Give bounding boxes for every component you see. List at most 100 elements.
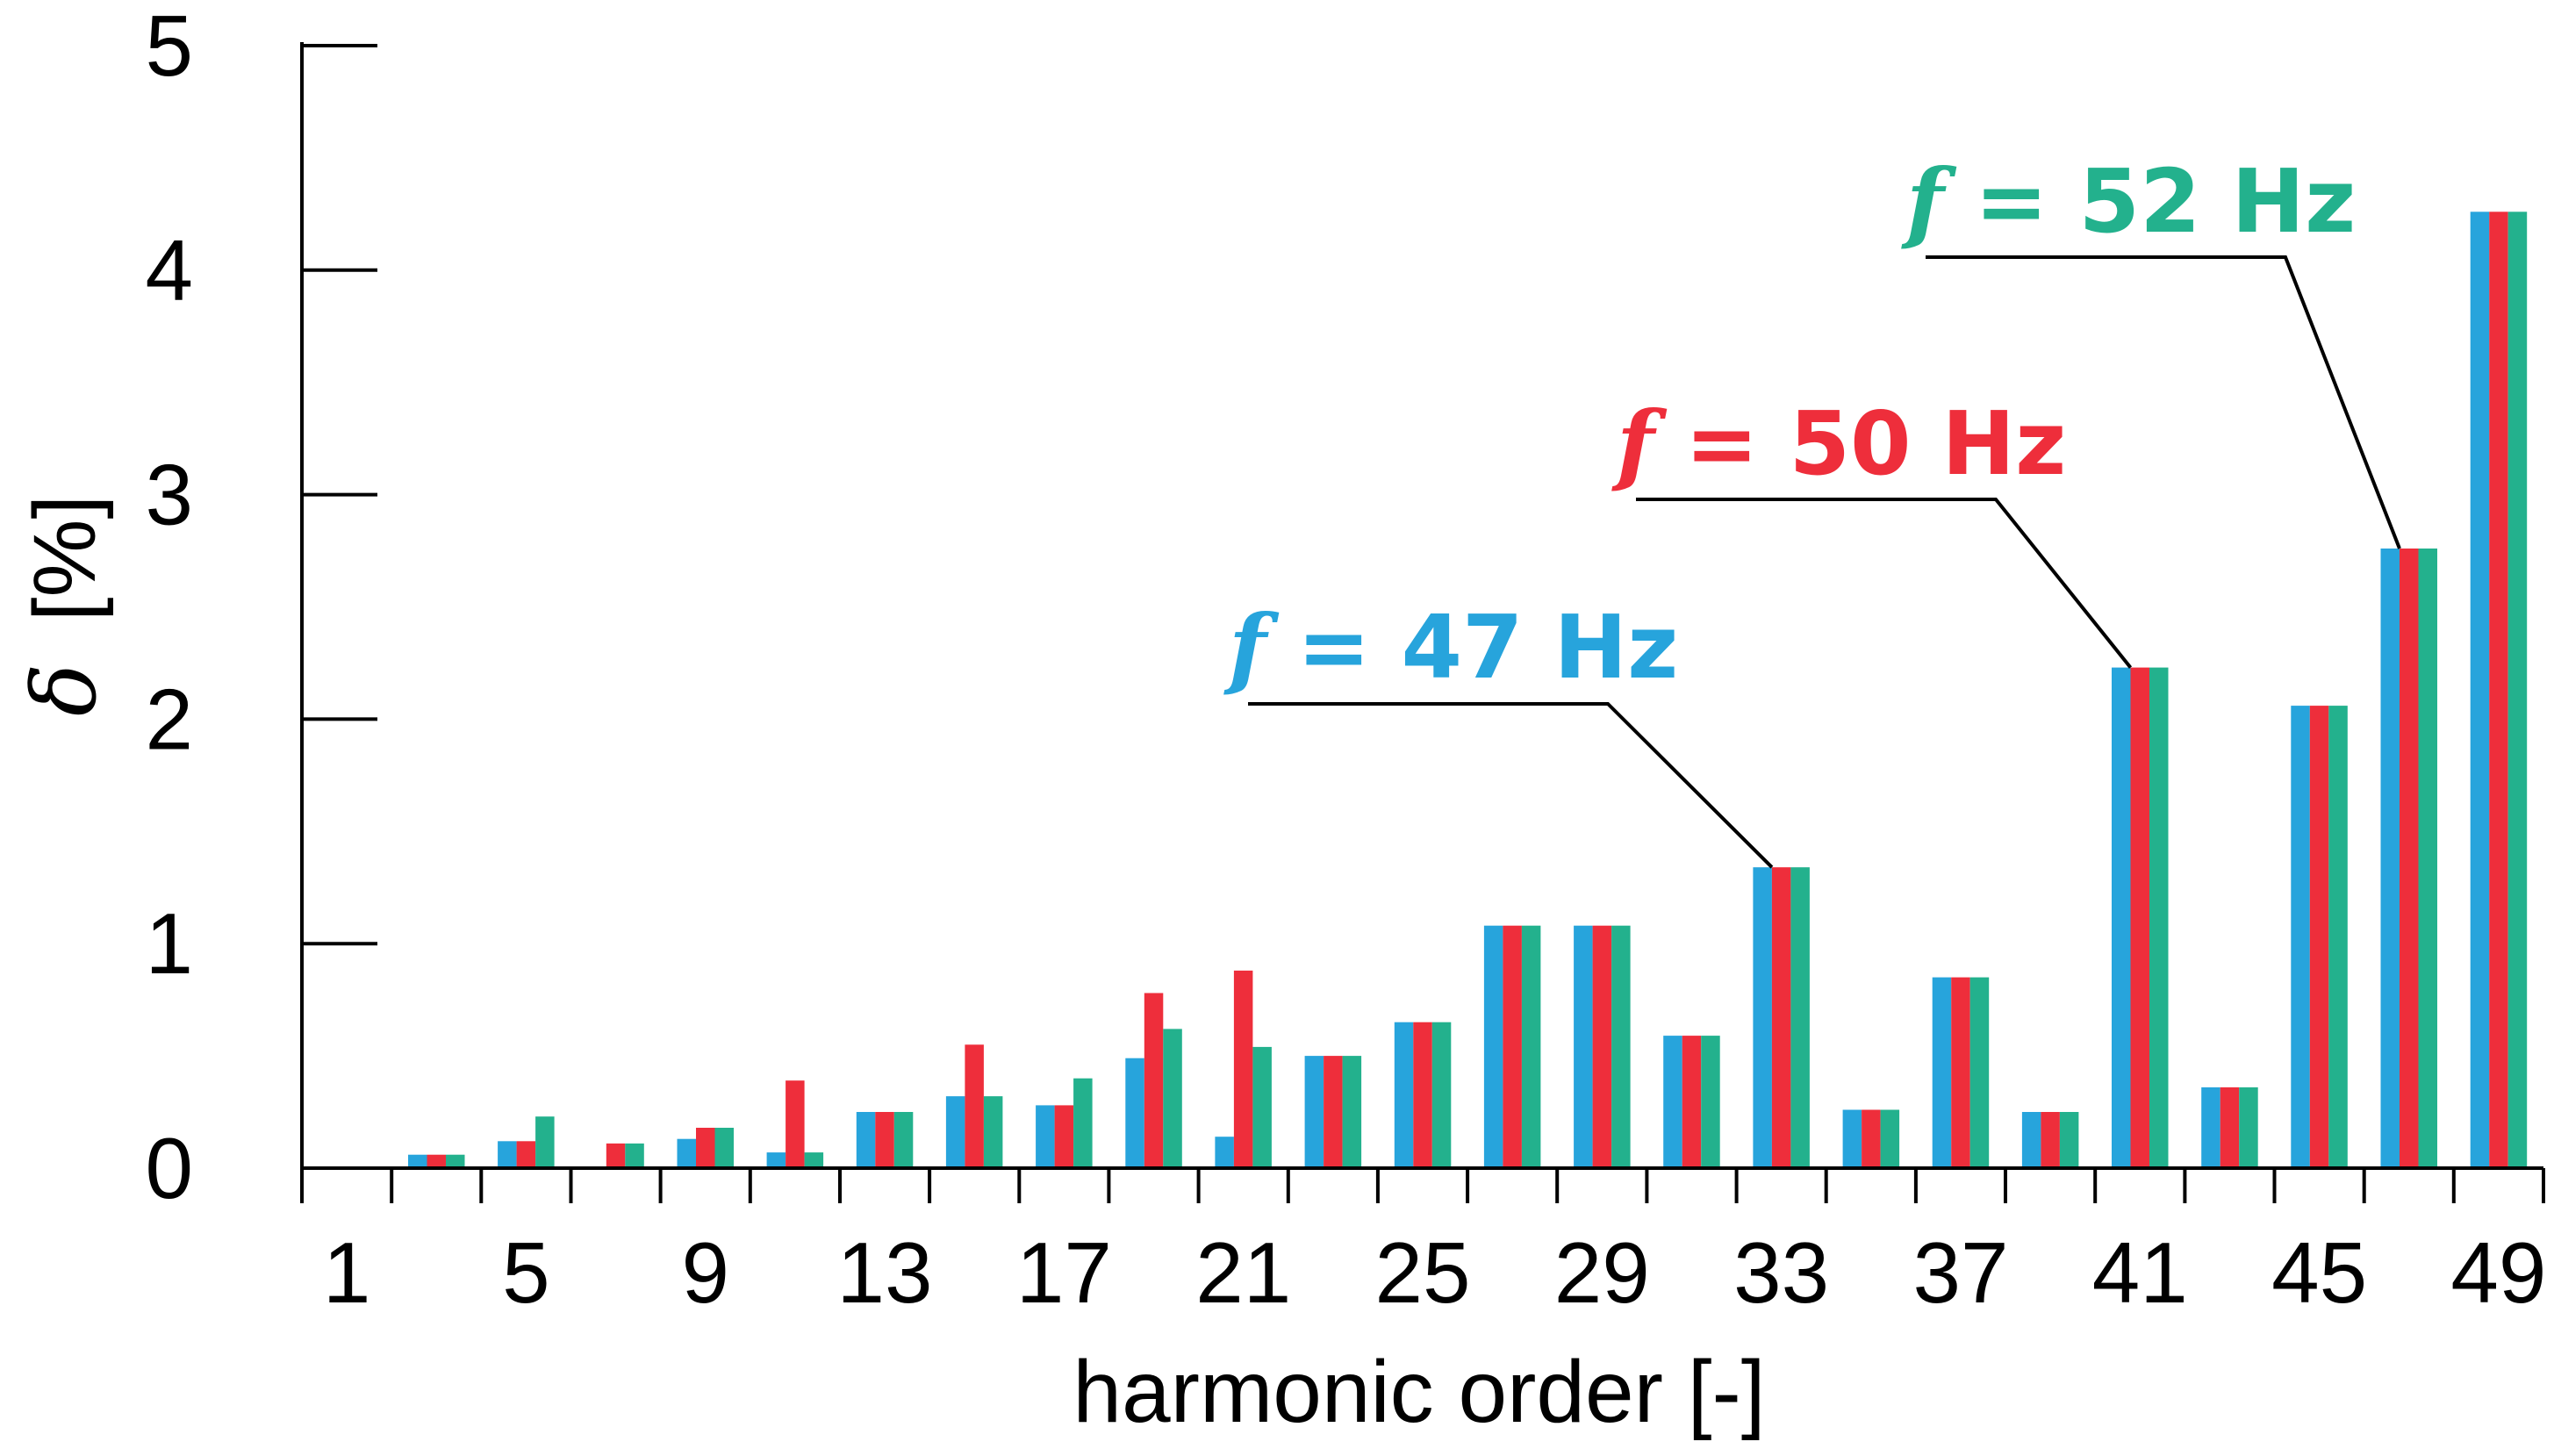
bars-group bbox=[408, 212, 2528, 1168]
bar-h27-s1 bbox=[1483, 925, 1503, 1168]
x-axis-title: harmonic order [-] bbox=[1073, 1343, 1765, 1441]
y-axis-symbol: δ bbox=[13, 663, 116, 716]
axes-group bbox=[300, 42, 2545, 1203]
bar-h21-s2 bbox=[1233, 970, 1253, 1168]
bar-h37-s2 bbox=[1951, 977, 1970, 1168]
bar-h23-s3 bbox=[1342, 1056, 1362, 1168]
y-tick-label-1: 1 bbox=[145, 895, 193, 992]
x-tick-label-5: 5 bbox=[502, 1224, 550, 1321]
bar-h49-s3 bbox=[2507, 212, 2528, 1168]
annotation-leader-2 bbox=[1636, 498, 2133, 669]
bar-h27-s3 bbox=[1521, 925, 1541, 1168]
annotation-leader-1 bbox=[1248, 702, 1774, 869]
bar-h33-s1 bbox=[1753, 867, 1772, 1168]
bar-h37-s3 bbox=[1969, 977, 1990, 1168]
bar-h45-s1 bbox=[2291, 706, 2310, 1168]
bar-h15-s2 bbox=[965, 1044, 984, 1168]
bar-h31-s2 bbox=[1682, 1036, 1702, 1168]
x-tick-label-29: 29 bbox=[1554, 1224, 1650, 1321]
bar-h35-s3 bbox=[1880, 1109, 1900, 1168]
bar-h3-s1 bbox=[408, 1154, 427, 1168]
annotation-label-2: f = 50 Hz bbox=[1611, 391, 2066, 495]
y-axis-unit: [%] bbox=[16, 495, 114, 621]
bar-h39-s1 bbox=[2021, 1112, 2041, 1168]
x-tick-label-1: 1 bbox=[323, 1224, 371, 1321]
bar-h35-s1 bbox=[1842, 1109, 1862, 1168]
bar-h31-s3 bbox=[1701, 1036, 1720, 1168]
bar-h17-s3 bbox=[1073, 1078, 1093, 1168]
bar-h15-s1 bbox=[945, 1096, 965, 1168]
y-tick-label-5: 5 bbox=[145, 0, 193, 94]
y-axis-title: δ [%] bbox=[13, 495, 116, 717]
bar-h21-s3 bbox=[1252, 1046, 1272, 1168]
bar-h5-s3 bbox=[535, 1116, 555, 1168]
bar-h47-s2 bbox=[2400, 549, 2419, 1168]
bar-h29-s3 bbox=[1611, 925, 1631, 1168]
bar-h39-s2 bbox=[2041, 1112, 2060, 1168]
bar-h49-s1 bbox=[2470, 212, 2490, 1168]
x-tick-label-9: 9 bbox=[681, 1224, 729, 1321]
bar-h41-s2 bbox=[2130, 667, 2149, 1168]
y-tick-label-4: 4 bbox=[145, 222, 193, 319]
bar-h39-s3 bbox=[2059, 1112, 2079, 1168]
y-tick-label-0: 0 bbox=[145, 1120, 193, 1216]
bar-h47-s3 bbox=[2418, 549, 2437, 1168]
annotation-frequency: = 50 Hz bbox=[1654, 392, 2066, 495]
bar-h25-s3 bbox=[1431, 1022, 1452, 1168]
annotation-frequency: = 47 Hz bbox=[1266, 596, 1678, 699]
bar-h17-s1 bbox=[1036, 1105, 1055, 1168]
annotation-leader-3 bbox=[1926, 255, 2401, 549]
bar-h5-s1 bbox=[498, 1141, 517, 1168]
bar-h47-s1 bbox=[2380, 549, 2400, 1168]
bar-h33-s3 bbox=[1790, 867, 1810, 1168]
y-tick-labels: 0 1 2 3 4 5 bbox=[145, 0, 193, 1216]
bar-h31-s1 bbox=[1663, 1036, 1682, 1168]
bar-h13-s1 bbox=[856, 1112, 876, 1168]
bar-h13-s3 bbox=[893, 1112, 914, 1168]
bar-h13-s2 bbox=[875, 1112, 894, 1168]
bar-h25-s2 bbox=[1413, 1022, 1432, 1168]
annotation-label-1: f = 47 Hz bbox=[1223, 595, 1678, 699]
bar-h27-s2 bbox=[1503, 925, 1522, 1168]
svg-text:δ [%]: δ [%] bbox=[13, 495, 116, 717]
bar-h49-s2 bbox=[2489, 212, 2508, 1168]
bar-h33-s2 bbox=[1771, 867, 1791, 1168]
bar-h25-s1 bbox=[1394, 1022, 1414, 1168]
bar-h29-s1 bbox=[1574, 925, 1593, 1168]
annotations-group: f = 47 Hz f = 50 Hz f = 52 Hz bbox=[1223, 149, 2401, 869]
x-tick-labels: 1 5 9 13 17 21 25 29 33 37 41 45 49 bbox=[323, 1224, 2547, 1321]
bar-h43-s2 bbox=[2220, 1087, 2240, 1168]
annotation-label-3: f = 52 Hz bbox=[1901, 149, 2356, 253]
x-tick-label-25: 25 bbox=[1374, 1224, 1470, 1321]
x-tick-label-49: 49 bbox=[2450, 1224, 2546, 1321]
bar-h7-s2 bbox=[606, 1143, 626, 1168]
bar-h29-s2 bbox=[1592, 925, 1612, 1168]
bar-h41-s1 bbox=[2112, 667, 2131, 1168]
bar-h19-s1 bbox=[1125, 1058, 1144, 1168]
x-tick-label-17: 17 bbox=[1016, 1224, 1112, 1321]
bar-h11-s1 bbox=[766, 1152, 786, 1168]
bar-h43-s1 bbox=[2201, 1087, 2220, 1168]
bar-h9-s2 bbox=[696, 1128, 715, 1168]
bar-h37-s1 bbox=[1932, 977, 1952, 1168]
bar-h5-s2 bbox=[516, 1141, 536, 1168]
x-tick-label-45: 45 bbox=[2271, 1224, 2367, 1321]
bar-h21-s1 bbox=[1215, 1137, 1234, 1168]
bar-h43-s3 bbox=[2239, 1087, 2258, 1168]
y-tick-label-3: 3 bbox=[145, 447, 193, 543]
bar-h41-s3 bbox=[2149, 667, 2169, 1168]
bar-h17-s2 bbox=[1054, 1105, 1074, 1168]
bar-h19-s2 bbox=[1144, 993, 1164, 1168]
bar-h7-s3 bbox=[625, 1143, 644, 1168]
x-tick-label-33: 33 bbox=[1733, 1224, 1829, 1321]
bar-h3-s2 bbox=[427, 1154, 446, 1168]
bar-h9-s3 bbox=[714, 1128, 734, 1168]
x-tick-label-41: 41 bbox=[2092, 1224, 2188, 1321]
x-tick-label-37: 37 bbox=[1912, 1224, 2008, 1321]
bar-h45-s3 bbox=[2328, 706, 2348, 1168]
bar-h3-s3 bbox=[446, 1154, 465, 1168]
bar-h9-s1 bbox=[677, 1138, 696, 1168]
bar-h19-s3 bbox=[1163, 1029, 1182, 1168]
bar-h11-s2 bbox=[786, 1080, 805, 1168]
